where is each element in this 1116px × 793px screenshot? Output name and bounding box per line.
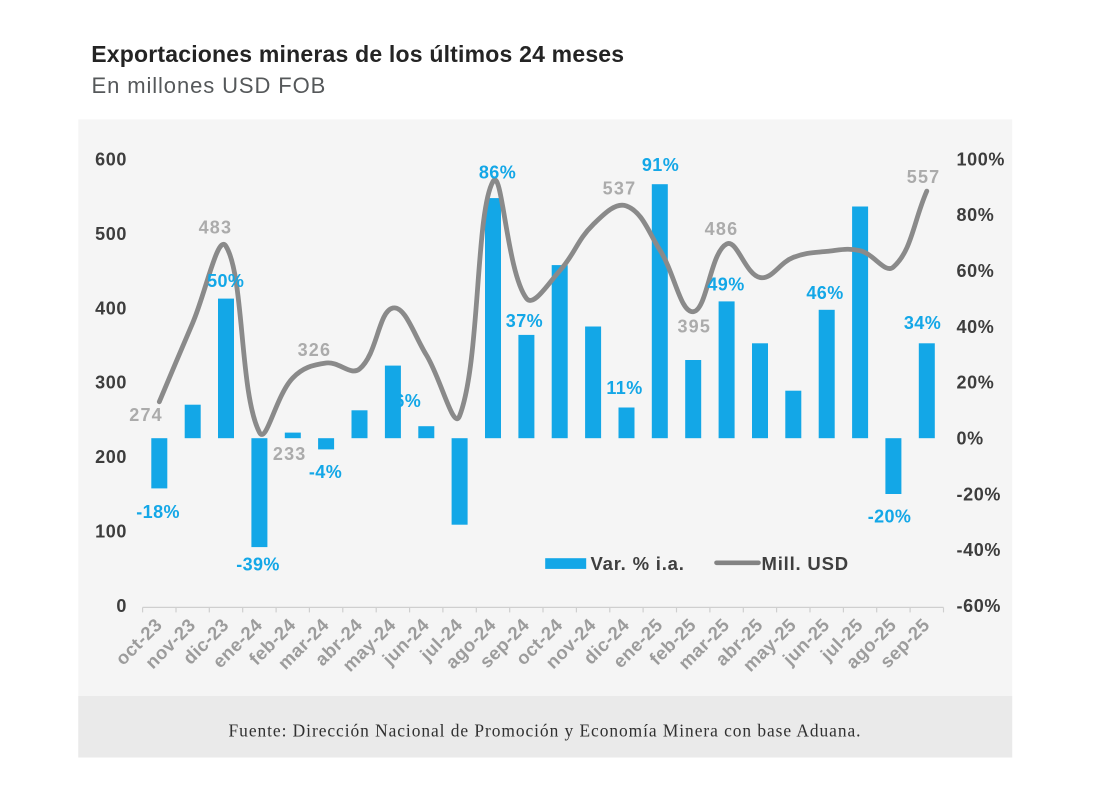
svg-text:50%: 50% [207,271,244,291]
svg-text:91%: 91% [642,155,679,175]
svg-text:274: 274 [129,405,163,425]
svg-text:100%: 100% [957,149,1005,169]
svg-text:395: 395 [677,317,711,337]
svg-text:86%: 86% [479,162,516,182]
svg-text:34%: 34% [904,313,941,333]
svg-text:20%: 20% [957,373,995,393]
svg-text:-39%: -39% [236,555,280,575]
svg-text:200: 200 [95,447,127,467]
svg-text:-40%: -40% [957,540,1001,560]
svg-text:Var. % i.a.: Var. % i.a. [591,553,685,574]
svg-text:60%: 60% [957,261,995,281]
svg-text:486: 486 [705,219,739,239]
svg-text:49%: 49% [707,275,744,295]
svg-text:80%: 80% [957,205,995,225]
svg-text:En millones USD FOB: En millones USD FOB [92,73,327,98]
svg-text:400: 400 [95,298,127,318]
svg-text:-18%: -18% [136,502,180,522]
svg-text:0: 0 [116,596,127,616]
svg-text:11%: 11% [606,378,642,398]
svg-text:557: 557 [907,167,941,187]
svg-text:-20%: -20% [957,484,1001,504]
svg-text:233: 233 [273,444,307,464]
svg-text:600: 600 [95,149,127,169]
svg-text:100: 100 [95,522,127,542]
svg-text:37%: 37% [506,311,543,331]
svg-text:300: 300 [95,373,127,393]
svg-text:Exportaciones mineras de los ú: Exportaciones mineras de los últimos 24 … [91,41,624,67]
svg-text:326: 326 [298,340,332,360]
svg-text:-60%: -60% [957,596,1001,616]
svg-text:Mill. USD: Mill. USD [762,553,849,574]
svg-text:-4%: -4% [309,462,342,482]
svg-text:46%: 46% [806,283,843,303]
svg-text:0%: 0% [957,429,984,449]
svg-text:Fuente: Dirección Nacional de: Fuente: Dirección Nacional de Promoción … [229,720,862,740]
svg-text:483: 483 [199,217,233,237]
svg-text:6%: 6% [394,391,421,411]
svg-text:-20%: -20% [868,507,912,527]
svg-text:40%: 40% [957,317,995,337]
svg-text:537: 537 [603,178,637,198]
svg-text:500: 500 [95,224,127,244]
